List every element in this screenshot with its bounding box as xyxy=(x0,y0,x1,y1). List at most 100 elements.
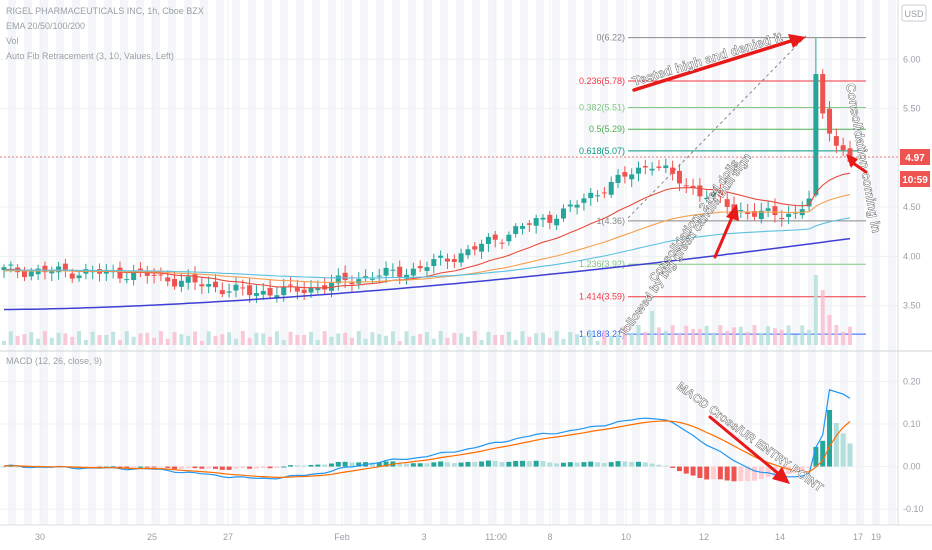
macd-hist-bar xyxy=(642,462,648,467)
volume-bar xyxy=(506,331,511,345)
volume-bar xyxy=(677,333,682,345)
volume-bar xyxy=(445,337,450,345)
macd-legend[interactable]: MACD (12, 26, close, 9) xyxy=(6,356,103,366)
session-stripe xyxy=(376,0,384,525)
volume-bar xyxy=(813,275,818,345)
macd-hist-bar xyxy=(588,461,594,467)
session-stripe xyxy=(808,0,816,525)
symbol-title[interactable]: RIGEL PHARMACEUTICALS INC, 1h, Cboe BZX xyxy=(6,6,204,16)
ema-100-line xyxy=(3,217,851,279)
volume-bar xyxy=(233,338,238,345)
session-stripe xyxy=(104,0,112,525)
volume-bar xyxy=(841,331,846,345)
volume-bar xyxy=(766,326,771,345)
session-stripe xyxy=(520,0,528,525)
candle-body xyxy=(601,192,607,194)
volume-bar xyxy=(602,331,607,345)
macd-hist-bar xyxy=(820,440,826,467)
volume-bar xyxy=(404,331,409,345)
macd-hist-bar xyxy=(356,462,362,467)
countdown-tag xyxy=(900,171,930,187)
volume-bar xyxy=(138,333,143,345)
macd-hist-bar xyxy=(520,460,526,467)
volume-bar xyxy=(425,332,429,345)
candle-body xyxy=(717,191,723,197)
macd-hist-bar xyxy=(199,466,205,469)
candle-body xyxy=(390,269,396,271)
candle-body xyxy=(137,268,143,271)
macd-hist-bar xyxy=(274,466,280,469)
ema-legend[interactable]: EMA 20/50/100/200 xyxy=(6,21,86,31)
macd-hist-bar xyxy=(629,461,635,467)
session-stripe xyxy=(24,0,32,525)
volume-bar xyxy=(493,334,498,345)
volume-bar xyxy=(745,331,750,345)
volume-bar xyxy=(534,333,539,345)
macd-lines xyxy=(3,389,851,480)
volume-bar xyxy=(29,332,34,345)
volume-bar xyxy=(22,334,27,345)
volume-bar xyxy=(356,331,361,345)
candle-body xyxy=(574,204,580,208)
volume-bar xyxy=(302,334,307,345)
session-stripe xyxy=(8,0,16,525)
macd-hist-bar xyxy=(288,465,294,467)
volume-bar xyxy=(193,331,198,345)
candle-body xyxy=(704,197,710,200)
candle-body xyxy=(642,166,648,168)
macd-hist-bar xyxy=(308,464,314,467)
candle-body xyxy=(124,279,130,281)
volume-bar xyxy=(431,338,436,345)
candle-body xyxy=(608,181,614,195)
macd-hist-bar xyxy=(376,462,382,467)
candle-body xyxy=(56,266,62,273)
session-stripe xyxy=(120,0,128,525)
ema-50-line xyxy=(3,194,851,283)
candle-body xyxy=(213,281,218,288)
candle-body xyxy=(731,204,737,211)
time-tick-label: 19 xyxy=(871,532,881,542)
candle-body xyxy=(158,274,164,276)
volume-bar xyxy=(336,333,341,345)
volume-bar xyxy=(568,332,573,345)
candle-body xyxy=(656,166,662,168)
session-stripe xyxy=(168,0,176,525)
volume-bar xyxy=(554,331,559,345)
session-stripe xyxy=(440,0,448,525)
candle-body xyxy=(745,211,751,215)
session-stripe xyxy=(552,0,560,525)
volume-bars xyxy=(2,275,852,345)
session-stripe xyxy=(72,0,80,525)
volume-legend[interactable]: Vol xyxy=(6,36,19,46)
candle-body xyxy=(547,214,553,223)
currency-badge[interactable] xyxy=(901,4,927,22)
macd-hist-bar xyxy=(178,466,184,469)
volume-bar xyxy=(438,331,443,345)
fib-level-label: 0.236(5.78) xyxy=(579,76,625,86)
volume-bar xyxy=(779,329,784,345)
candle-body xyxy=(342,272,348,281)
volume-bar xyxy=(49,337,54,345)
volume-bar xyxy=(684,325,689,345)
fib-legend[interactable]: Auto Fib Retracement (3, 10, Values, Lef… xyxy=(6,51,174,61)
volume-bar xyxy=(247,337,252,345)
price-axis-labels: 6.005.505.004.504.003.500.200.100.00-0.1… xyxy=(903,54,924,514)
volume-bar xyxy=(63,333,68,345)
candle-body xyxy=(328,282,334,291)
candle-body xyxy=(622,172,628,177)
candle-body xyxy=(772,206,778,216)
candle-body xyxy=(42,265,48,273)
candle-body xyxy=(260,290,266,295)
candle-body xyxy=(444,258,450,262)
session-stripe xyxy=(472,0,480,525)
candle-body xyxy=(192,273,198,283)
macd-hist-bar xyxy=(431,462,437,467)
ema-lines xyxy=(3,172,851,311)
candle-body xyxy=(206,284,212,287)
macd-hist-bar xyxy=(697,466,703,478)
macd-hist-bar xyxy=(458,462,464,467)
candle-body xyxy=(376,275,382,277)
candle-body xyxy=(315,288,321,291)
macd-hist-bar xyxy=(833,422,839,467)
